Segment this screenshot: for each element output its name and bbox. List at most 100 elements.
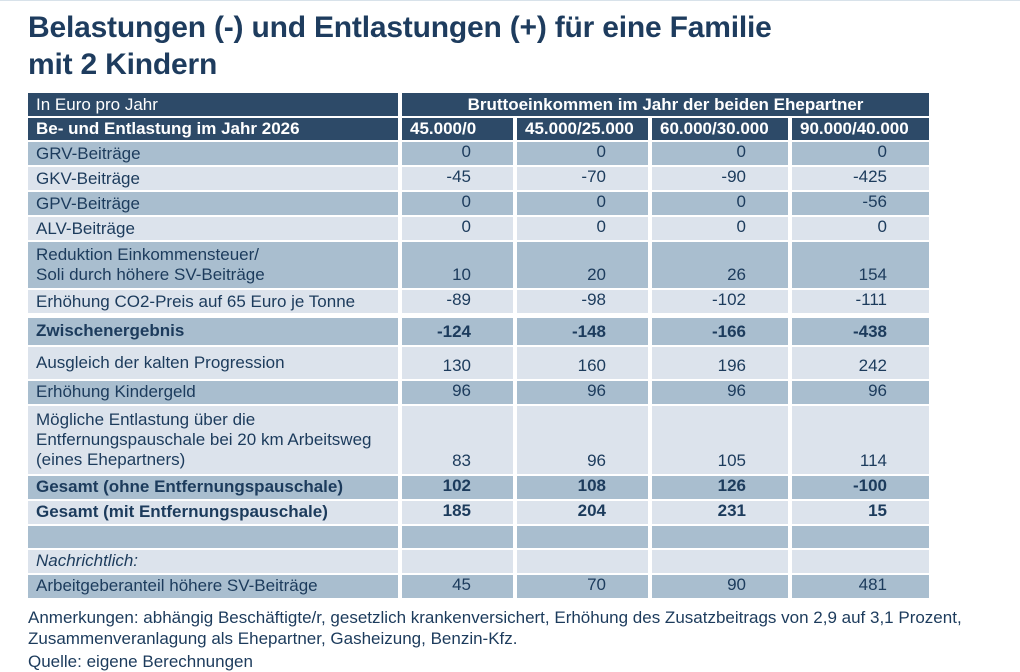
value-cell: 231	[650, 499, 792, 526]
value-cell: 126	[650, 474, 792, 501]
value-cell	[515, 548, 652, 575]
value-cell: 0	[515, 141, 652, 167]
value-cell: 96	[790, 379, 929, 406]
value-cell: -90	[650, 166, 792, 192]
value-cell: 0	[790, 216, 929, 242]
value-cell: 130	[400, 345, 517, 381]
value-cell: 0	[515, 191, 652, 217]
value-cell: 114	[790, 404, 929, 476]
table-row: Arbeitgeberanteil höhere SV-Beiträge 45 70…	[28, 573, 929, 600]
value-cell: -45	[400, 166, 517, 192]
value-cell: 70	[515, 573, 652, 600]
value-cell: 96	[400, 379, 517, 406]
table-row: GKV-Beiträge -45 -70 -90 -425	[28, 166, 929, 192]
value-cell: 96	[515, 404, 652, 476]
table-row: Mögliche Entlastung über die Entfernungs…	[28, 404, 929, 476]
table-row: Reduktion Einkommensteuer/ Soli durch hö…	[28, 241, 929, 290]
row-label: ALV-Beiträge	[28, 216, 402, 242]
row-label: Erhöhung Kindergeld	[28, 379, 402, 406]
value-cell: 196	[650, 345, 792, 381]
value-cell: 90	[650, 573, 792, 600]
value-cell: 204	[515, 499, 652, 526]
value-cell	[515, 524, 652, 550]
header-row-columns: Be- und Entlastung im Jahr 2026 45.000/0…	[28, 117, 929, 142]
value-cell: 481	[790, 573, 929, 600]
value-cell: 0	[650, 191, 792, 217]
table-body: GRV-Beiträge 0 0 0 0 GKV-Beiträge -45 -70 -90 -42…	[28, 141, 929, 600]
value-cell: 154	[790, 241, 929, 290]
value-cell: -100	[790, 474, 929, 501]
value-cell: 0	[515, 216, 652, 242]
table-row: Gesamt (mit Entfernungspauschale) 185 204 2…	[28, 499, 929, 526]
value-cell	[790, 524, 929, 550]
value-cell: 185	[400, 499, 517, 526]
value-cell: -70	[515, 166, 652, 192]
value-cell: 26	[650, 241, 792, 290]
row-label	[28, 524, 402, 550]
row-label: GPV-Beiträge	[28, 191, 402, 217]
column-header: 90.000/40.000	[790, 117, 929, 142]
value-cell: 102	[400, 474, 517, 501]
table-row: Erhöhung Kindergeld 96 96 96 96	[28, 379, 929, 406]
value-cell: -166	[650, 313, 792, 347]
source-text: Quelle: eigene Berechnungen	[28, 651, 253, 671]
value-cell: 10	[400, 241, 517, 290]
row-label: GRV-Beiträge	[28, 141, 402, 167]
value-cell: 0	[650, 216, 792, 242]
value-cell: 0	[650, 141, 792, 167]
value-cell: -98	[515, 289, 652, 317]
value-cell: -124	[400, 313, 517, 347]
value-cell: 0	[400, 216, 517, 242]
value-cell: -425	[790, 166, 929, 192]
row-dimension-header: Be- und Entlastung im Jahr 2026	[28, 117, 402, 142]
value-cell: -148	[515, 313, 652, 347]
value-cell: 96	[515, 379, 652, 406]
table-row: Erhöhung CO2-Preis auf 65 Euro je Tonne -…	[28, 289, 929, 317]
row-label: Nachrichtlich:	[28, 548, 402, 575]
value-cell	[400, 524, 517, 550]
column-header: 45.000/25.000	[515, 117, 652, 142]
column-group-header: Bruttoeinkommen im Jahr der beiden Ehepa…	[400, 93, 929, 118]
value-cell: 0	[400, 141, 517, 167]
header-row-units: In Euro pro Jahr Bruttoeinkommen im Jahr…	[28, 93, 929, 118]
table-row: GRV-Beiträge 0 0 0 0	[28, 141, 929, 167]
page-title-line-1: Belastungen (-) und Entlastungen (+) für…	[28, 11, 772, 44]
row-label: Arbeitgeberanteil höhere SV-Beiträge	[28, 573, 402, 600]
page-title-line-2: mit 2 Kindern	[28, 48, 218, 81]
table-row: Zwischenergebnis -124 -148 -166 -438	[28, 313, 929, 347]
row-label: Erhöhung CO2-Preis auf 65 Euro je Tonne	[28, 289, 402, 317]
table-header: In Euro pro Jahr Bruttoeinkommen im Jahr…	[28, 93, 929, 142]
value-cell: 0	[790, 141, 929, 167]
value-cell: 160	[515, 345, 652, 381]
row-label: Gesamt (ohne Entfernungspauschale)	[28, 474, 402, 501]
value-cell: 45	[400, 573, 517, 600]
table-row	[28, 524, 929, 550]
table-row: Nachrichtlich:	[28, 548, 929, 575]
value-cell: 15	[790, 499, 929, 526]
value-cell: -89	[400, 289, 517, 317]
row-label: GKV-Beiträge	[28, 166, 402, 192]
table-row: Gesamt (ohne Entfernungspauschale) 102 108…	[28, 474, 929, 501]
row-label: Mögliche Entlastung über die Entfernungs…	[28, 404, 402, 476]
value-cell: 20	[515, 241, 652, 290]
value-cell: -56	[790, 191, 929, 217]
value-cell	[790, 548, 929, 575]
value-cell: 0	[400, 191, 517, 217]
row-label: Ausgleich der kalten Progression	[28, 345, 402, 381]
table-row: Ausgleich der kalten Progression 130 160 19…	[28, 345, 929, 381]
value-cell	[650, 548, 792, 575]
table-row: GPV-Beiträge 0 0 0 -56	[28, 191, 929, 217]
table-row: ALV-Beiträge 0 0 0 0	[28, 216, 929, 242]
value-cell	[400, 548, 517, 575]
corner-label: In Euro pro Jahr	[28, 93, 402, 118]
data-table: In Euro pro Jahr Bruttoeinkommen im Jahr…	[28, 93, 929, 600]
value-cell: 96	[650, 379, 792, 406]
value-cell	[650, 524, 792, 550]
value-cell: 83	[400, 404, 517, 476]
row-label: Zwischenergebnis	[28, 313, 402, 347]
value-cell: -102	[650, 289, 792, 317]
page-title: Belastungen (-) und Entlastungen (+) für…	[28, 9, 968, 83]
column-header: 60.000/30.000	[650, 117, 792, 142]
column-header: 45.000/0	[400, 117, 517, 142]
